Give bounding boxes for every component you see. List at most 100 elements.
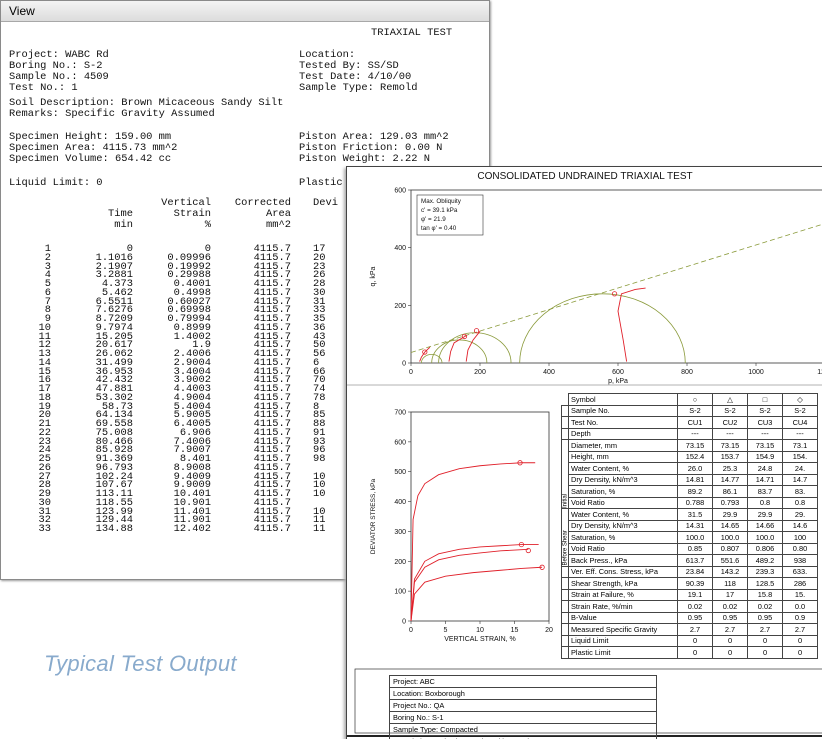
ss-y-axis-label: DEVIATOR STRESS, kPa (370, 478, 377, 554)
menu-view[interactable]: View (9, 4, 35, 18)
column-header: mm^2 (266, 220, 291, 232)
row-value: 633. (783, 566, 818, 578)
ss-x-tick-label: 0 (409, 627, 413, 634)
column-header: Devi (313, 198, 338, 210)
table-row: Depth------------ (562, 428, 818, 440)
pq-x-tick-label: 200 (474, 369, 486, 376)
ss-y-tick-label: 700 (394, 410, 406, 417)
symbol-cell: △ (713, 394, 748, 406)
row-time: 134.88 (96, 524, 133, 536)
row-value: 154.9 (748, 451, 783, 463)
symbol-cell: ◇ (783, 394, 818, 406)
row-value: 73.15 (713, 440, 748, 452)
caption: Typical Test Output (44, 651, 237, 677)
row-value: 489.2 (748, 555, 783, 567)
table-group-cell: Initial (562, 440, 569, 509)
row-value: 0.02 (713, 601, 748, 613)
stress-circle (520, 294, 686, 363)
row-value: 0 (678, 647, 713, 659)
pq-legend-text: tan φ' = 0.40 (421, 225, 457, 232)
table-group-cell (562, 578, 569, 590)
project-row: Project: ABC (390, 676, 657, 688)
table-corner (562, 394, 569, 406)
table-group-cell (562, 635, 569, 647)
table-group-cell (562, 566, 569, 578)
row-value: 17 (713, 589, 748, 601)
row-label: Saturation, % (569, 486, 678, 498)
row-value: 0 (678, 635, 713, 647)
row-value: 83. (783, 486, 818, 498)
row-label: Diameter, mm (569, 440, 678, 452)
stress-strain-curve (411, 545, 539, 621)
project-line: Sample Type: Compacted (390, 724, 657, 736)
row-value: 89.2 (678, 486, 713, 498)
row-value: 23.84 (678, 566, 713, 578)
row-strain: 12.402 (174, 524, 211, 536)
table-group-cell (562, 624, 569, 636)
table-group-cell (562, 612, 569, 624)
row-label: Back Press., kPa (569, 555, 678, 567)
table-group-cell (562, 647, 569, 659)
row-value: 15. (783, 589, 818, 601)
row-value: 286 (783, 578, 818, 590)
row-value: 0 (748, 647, 783, 659)
row-value: 239.3 (748, 566, 783, 578)
row-deviator: 11 (313, 524, 325, 536)
stress-strain-curve (411, 549, 528, 621)
row-deviator: 10 (313, 489, 325, 501)
table-group-cell (562, 589, 569, 601)
pq-y-axis-label: q, kPa (370, 266, 377, 286)
row-value: 26.0 (678, 463, 713, 475)
row-value: 154. (783, 451, 818, 463)
row-value: 24. (783, 463, 818, 475)
ss-y-tick-label: 300 (394, 529, 406, 536)
sheet-title: CONSOLIDATED UNDRAINED TRIAXIAL TEST (477, 171, 692, 182)
row-value: 153.7 (713, 451, 748, 463)
stress-strain-curve (411, 567, 542, 621)
table-group-cell (562, 405, 569, 417)
row-value: 14.77 (713, 474, 748, 486)
report-spec: Specimen Volume: 654.42 cc (9, 154, 171, 166)
row-value: S-2 (748, 405, 783, 417)
row-label: Void Ratio (569, 497, 678, 509)
row-value: 14.66 (748, 520, 783, 532)
row-value: 100.0 (748, 532, 783, 544)
stress-circle (432, 340, 487, 363)
row-value: 25.3 (713, 463, 748, 475)
row-label: Sample No. (569, 405, 678, 417)
report-title: TRIAXIAL TEST (371, 28, 452, 40)
ss-x-tick-label: 5 (444, 627, 448, 634)
row-value: CU2 (713, 417, 748, 429)
row-value: 100.0 (678, 532, 713, 544)
row-value: 90.39 (678, 578, 713, 590)
failure-envelope (411, 223, 822, 352)
row-value: 14.31 (678, 520, 713, 532)
row-value: 0.807 (713, 543, 748, 555)
row-label: Measured Specific Gravity (569, 624, 678, 636)
row-value: 73.15 (678, 440, 713, 452)
row-value: 143.2 (713, 566, 748, 578)
row-value: 86.1 (713, 486, 748, 498)
row-value: 938 (783, 555, 818, 567)
ss-x-tick-label: 20 (545, 627, 553, 634)
row-value: 0.9 (783, 612, 818, 624)
row-value: CU1 (678, 417, 713, 429)
ss-y-tick-label: 100 (394, 589, 406, 596)
ss-y-tick-label: 400 (394, 499, 406, 506)
row-value: 0.95 (748, 612, 783, 624)
row-label: Void Ratio (569, 543, 678, 555)
row-value: 83.7 (748, 486, 783, 498)
row-value: --- (678, 428, 713, 440)
row-value: 24.8 (748, 463, 783, 475)
pq-legend-text: Max. Obliquity (421, 198, 462, 205)
